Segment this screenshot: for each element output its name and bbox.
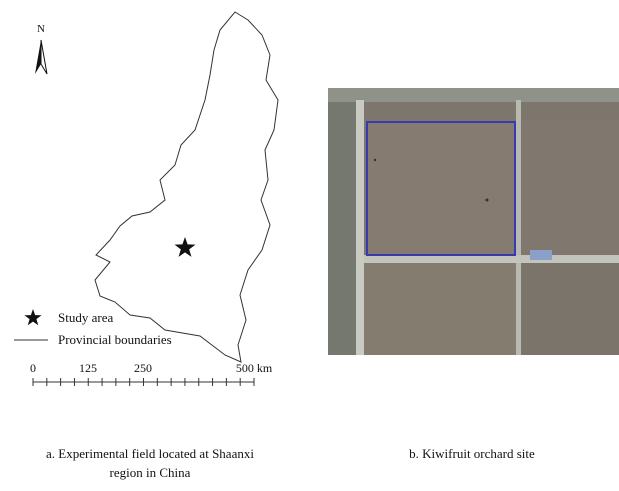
scale-label: 125	[79, 361, 97, 375]
caption: b. Kiwifruit orchard site	[409, 446, 535, 461]
caption: region in China	[110, 465, 191, 480]
north-arrow	[35, 40, 41, 74]
north-arrow	[41, 40, 47, 74]
caption: a. Experimental field located at Shaanxi	[46, 446, 254, 461]
scale-label: 500 km	[236, 361, 273, 375]
study-star	[175, 237, 196, 257]
aerial-photo	[328, 88, 619, 355]
scale-label: 0	[30, 361, 36, 375]
figure: N Study area Provincial boundaries 0 125…	[0, 0, 619, 486]
legend-label: Study area	[58, 310, 113, 325]
scale-label: 250	[134, 361, 152, 375]
legend-label: Provincial boundaries	[58, 332, 172, 347]
north-label: N	[37, 23, 45, 35]
province-outline	[95, 12, 278, 362]
legend-star	[24, 309, 41, 325]
